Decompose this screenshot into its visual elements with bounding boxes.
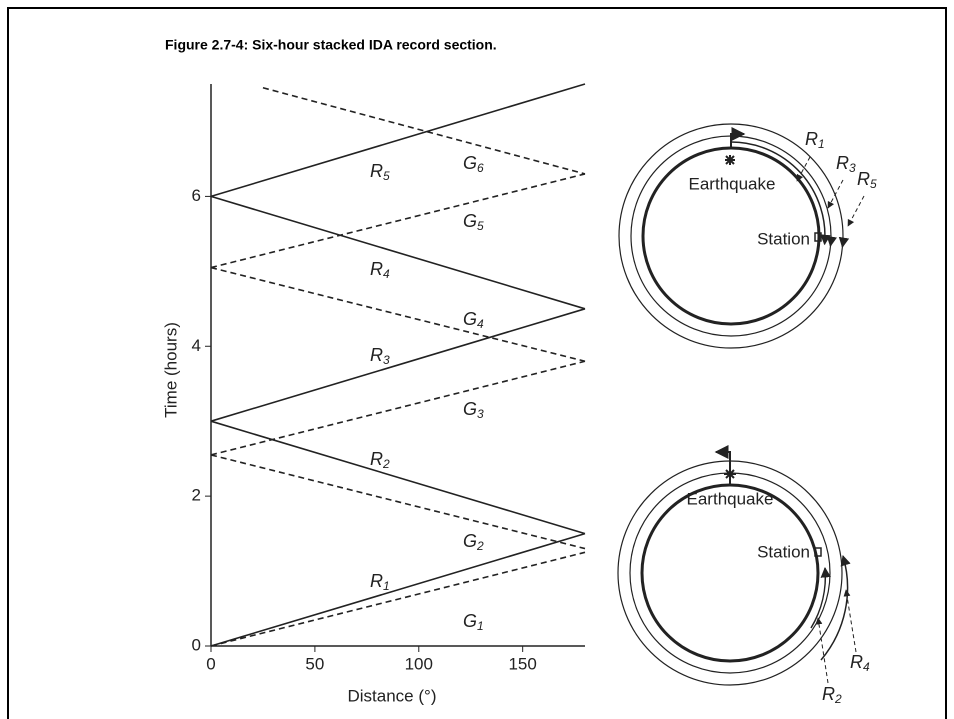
series-label: G5 <box>463 211 484 233</box>
series-line <box>210 532 586 647</box>
label-main: R <box>370 161 383 181</box>
series-line <box>210 83 586 198</box>
label-main: R <box>805 129 818 149</box>
x-tick-label: 50 <box>305 654 324 673</box>
series-label: R1 <box>805 129 825 151</box>
series-label: R5 <box>857 169 877 191</box>
y-tick-label: 4 <box>192 336 201 355</box>
label-main: R <box>370 449 383 469</box>
series-label: R3 <box>836 153 856 175</box>
series-line <box>210 308 586 422</box>
label-main: G <box>463 211 477 231</box>
label-subscript: 4 <box>477 317 484 331</box>
label-subscript: 3 <box>849 161 856 175</box>
series-label: R4 <box>370 259 390 281</box>
label-subscript: 5 <box>477 219 484 233</box>
diagram-top <box>618 123 865 349</box>
y-tick-label: 0 <box>192 635 201 654</box>
label-main: G <box>463 309 477 329</box>
series-label: R3 <box>370 345 390 367</box>
diagram-bottom <box>617 445 857 686</box>
label-subscript: 4 <box>383 267 390 281</box>
label-subscript: 1 <box>818 137 825 151</box>
series-label: G3 <box>463 399 484 421</box>
page-border <box>7 7 947 719</box>
earthquake-label: Earthquake <box>687 489 774 508</box>
label-subscript: 1 <box>383 579 390 593</box>
label-subscript: 5 <box>870 177 877 191</box>
series-label: G4 <box>463 309 484 331</box>
y-axis-label: Time (hours) <box>161 322 180 418</box>
series-label: R4 <box>850 652 870 674</box>
series-label: G2 <box>463 531 484 553</box>
label-subscript: 1 <box>477 619 484 633</box>
series-line <box>210 420 586 535</box>
label-main: G <box>463 531 477 551</box>
figure-caption: Figure 2.7-4: Six-hour stacked IDA recor… <box>165 37 497 53</box>
label-main: R <box>370 571 383 591</box>
series-line <box>210 173 586 269</box>
station-label: Station <box>757 542 810 561</box>
label-main: G <box>463 611 477 631</box>
x-axis-label: Distance (°) <box>348 686 437 705</box>
series-label: G6 <box>463 153 484 175</box>
series-line <box>210 360 586 456</box>
label-main: R <box>822 684 835 704</box>
label-main: R <box>370 259 383 279</box>
series-line <box>262 86 586 175</box>
earthquake-label: Earthquake <box>689 174 776 193</box>
label-main: R <box>836 153 849 173</box>
label-subscript: 6 <box>477 161 484 175</box>
label-main: R <box>850 652 863 672</box>
series-line <box>210 266 586 363</box>
label-subscript: 3 <box>383 353 390 367</box>
label-subscript: 5 <box>383 169 390 183</box>
series-label: R2 <box>370 449 390 471</box>
series-label: R2 <box>822 684 842 706</box>
label-subscript: 2 <box>834 692 842 706</box>
series-label: R5 <box>370 161 390 183</box>
x-tick-label: 150 <box>508 654 536 673</box>
label-main: G <box>463 153 477 173</box>
label-subscript: 2 <box>476 539 484 553</box>
label-subscript: 2 <box>382 457 390 471</box>
station-label: Station <box>757 229 810 248</box>
x-tick-label: 0 <box>206 654 215 673</box>
label-subscript: 3 <box>477 407 484 421</box>
series-line <box>210 551 586 647</box>
series-line <box>210 195 586 310</box>
label-main: R <box>370 345 383 365</box>
x-tick-label: 100 <box>405 654 433 673</box>
label-main: G <box>463 399 477 419</box>
y-tick-label: 6 <box>192 186 201 205</box>
y-tick-label: 2 <box>192 486 201 505</box>
series-label: R1 <box>370 571 390 593</box>
label-subscript: 4 <box>863 660 870 674</box>
series-line <box>210 454 586 550</box>
series-label: G1 <box>463 611 484 633</box>
label-main: R <box>857 169 870 189</box>
